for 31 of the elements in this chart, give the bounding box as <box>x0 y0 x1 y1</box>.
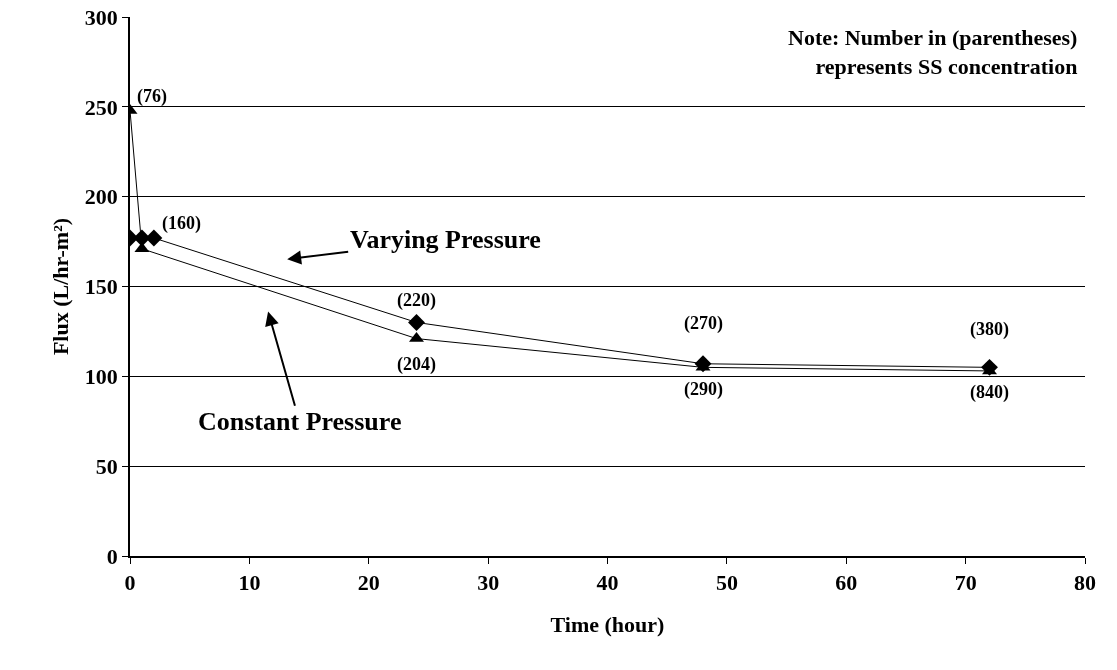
y-axis-title: Flux (L/hr-m²) <box>48 217 74 356</box>
x-tick-label: 60 <box>835 570 858 596</box>
y-tick-label: 300 <box>84 4 118 30</box>
y-tick-label: 200 <box>84 184 118 210</box>
y-tick-label: 100 <box>84 364 118 390</box>
x-tick-label: 40 <box>596 570 619 596</box>
annotation: Constant Pressure <box>198 407 402 436</box>
annotation: (160) <box>162 213 201 234</box>
point <box>145 229 163 247</box>
x-tick-label: 0 <box>124 570 136 596</box>
annotation: (270) <box>684 313 723 334</box>
x-tick-label: 70 <box>954 570 977 596</box>
annotation: (220) <box>397 290 436 311</box>
x-tick-label: 30 <box>477 570 500 596</box>
point <box>408 313 425 331</box>
annotation: (380) <box>970 319 1009 340</box>
annotation: Varying Pressure <box>350 225 541 254</box>
annotation: (204) <box>397 354 436 375</box>
annotation: (76) <box>137 86 167 107</box>
annotation: (840) <box>970 382 1009 403</box>
annotation: (290) <box>684 379 723 400</box>
y-tick-label: 0 <box>106 543 118 569</box>
x-tick-label: 50 <box>715 570 738 596</box>
x-tick-label: 80 <box>1074 570 1096 596</box>
x-tick-label: 20 <box>357 570 380 596</box>
x-axis-title: Time (hour) <box>550 611 665 637</box>
y-tick-label: 250 <box>84 94 118 120</box>
y-tick-label: 150 <box>84 274 118 300</box>
x-tick-label: 10 <box>238 570 261 596</box>
y-tick-label: 50 <box>95 453 118 479</box>
annotation: Note: Number in (parentheses) represents SS concentration <box>788 25 1078 79</box>
